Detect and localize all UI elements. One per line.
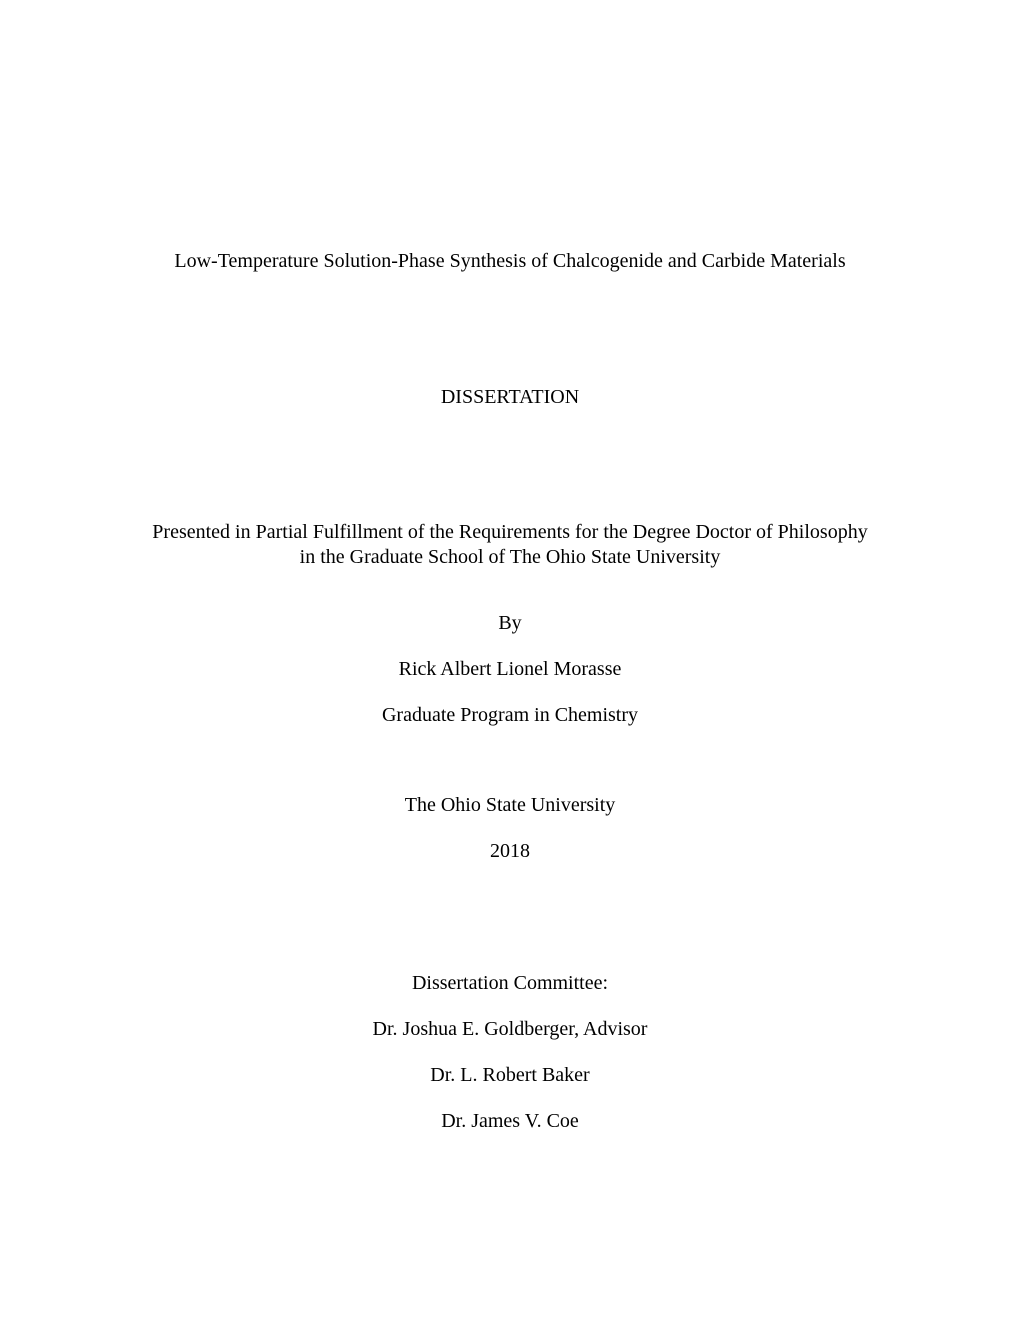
- committee-member: Dr. James V. Coe: [0, 1110, 1020, 1133]
- by-label: By: [0, 612, 1020, 635]
- title-page: Low-Temperature Solution-Phase Synthesis…: [0, 0, 1020, 1320]
- committee-member-advisor: Dr. Joshua E. Goldberger, Advisor: [0, 1018, 1020, 1041]
- fulfillment-line-2: in the Graduate School of The Ohio State…: [300, 546, 721, 568]
- year: 2018: [0, 840, 1020, 863]
- fulfillment-line-1: Presented in Partial Fulfillment of the …: [152, 521, 867, 543]
- graduate-program: Graduate Program in Chemistry: [0, 704, 1020, 727]
- document-type: DISSERTATION: [0, 386, 1020, 409]
- university-name: The Ohio State University: [0, 794, 1020, 817]
- dissertation-title: Low-Temperature Solution-Phase Synthesis…: [0, 250, 1020, 273]
- committee-member: Dr. L. Robert Baker: [0, 1064, 1020, 1087]
- fulfillment-statement: Presented in Partial Fulfillment of the …: [0, 520, 1020, 570]
- committee-header: Dissertation Committee:: [0, 972, 1020, 995]
- author-name: Rick Albert Lionel Morasse: [0, 658, 1020, 681]
